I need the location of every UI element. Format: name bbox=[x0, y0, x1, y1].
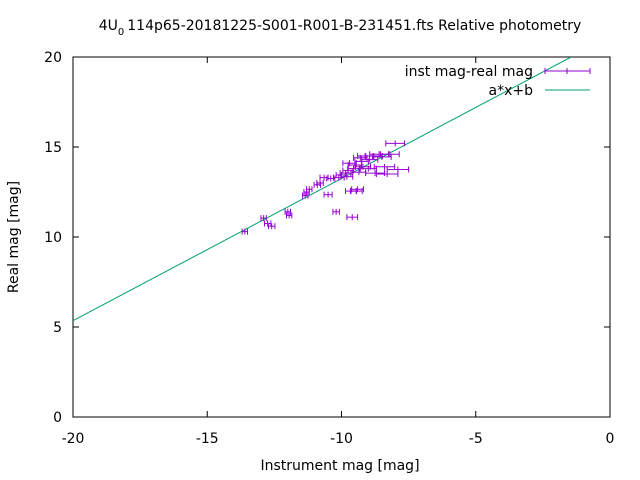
data-point-11 bbox=[319, 174, 329, 181]
y-tick-label-1: 5 bbox=[53, 320, 62, 336]
data-point-8 bbox=[306, 186, 313, 193]
data-point-15 bbox=[332, 174, 345, 181]
data-point-41 bbox=[385, 140, 406, 147]
y-tick-label-0: 0 bbox=[53, 410, 62, 426]
x-tick-label-1: -15 bbox=[196, 431, 219, 447]
data-point-33 bbox=[361, 156, 379, 163]
axis-ticks bbox=[72, 56, 611, 418]
data-point-17 bbox=[339, 170, 352, 177]
data-point-37 bbox=[371, 153, 392, 160]
legend: inst mag-real mag a*x+b bbox=[405, 64, 591, 99]
data-point-26 bbox=[351, 186, 365, 193]
fit-line bbox=[73, 57, 572, 322]
data-point-35 bbox=[365, 170, 385, 177]
x-tick-label-0: -20 bbox=[62, 431, 85, 447]
data-point-42 bbox=[386, 166, 410, 173]
y-tick-label-3: 15 bbox=[44, 140, 62, 156]
data-point-10 bbox=[316, 180, 324, 186]
data-point-4 bbox=[284, 208, 291, 215]
data-point-27 bbox=[351, 169, 367, 176]
data-point-3 bbox=[267, 223, 276, 230]
data-point-38 bbox=[373, 163, 396, 170]
x-tick-label-4: 0 bbox=[606, 431, 615, 447]
y-tick-label-4: 20 bbox=[44, 50, 62, 66]
data-point-0 bbox=[241, 228, 249, 235]
x-tick-label-3: -5 bbox=[469, 431, 483, 447]
x-tick-label-2: -10 bbox=[330, 431, 353, 447]
chart-title: 4U0 114p65-20181225-S001-R001-B-231451.ft… bbox=[99, 18, 582, 38]
data-points-series bbox=[241, 140, 410, 235]
fit-line-series bbox=[73, 57, 572, 322]
data-point-40 bbox=[379, 151, 400, 158]
tick-labels: -20 -15 -10 -5 0 0 5 10 15 20 bbox=[44, 50, 614, 447]
data-point-2 bbox=[263, 220, 272, 227]
data-point-5 bbox=[285, 212, 293, 219]
data-point-6 bbox=[302, 192, 309, 199]
data-point-22 bbox=[346, 214, 359, 221]
data-point-18 bbox=[340, 173, 354, 180]
data-point-1 bbox=[260, 215, 267, 222]
y-tick-label-2: 10 bbox=[44, 230, 62, 246]
legend-label-series-1: inst mag-real mag bbox=[405, 64, 533, 80]
data-point-14 bbox=[332, 208, 340, 215]
legend-label-series-2: a*x+b bbox=[489, 83, 534, 99]
y-axis-label: Real mag [mag] bbox=[6, 181, 22, 293]
data-point-12 bbox=[323, 191, 333, 198]
plot-frame bbox=[72, 56, 611, 418]
x-axis-label: Instrument mag [mag] bbox=[260, 458, 419, 474]
